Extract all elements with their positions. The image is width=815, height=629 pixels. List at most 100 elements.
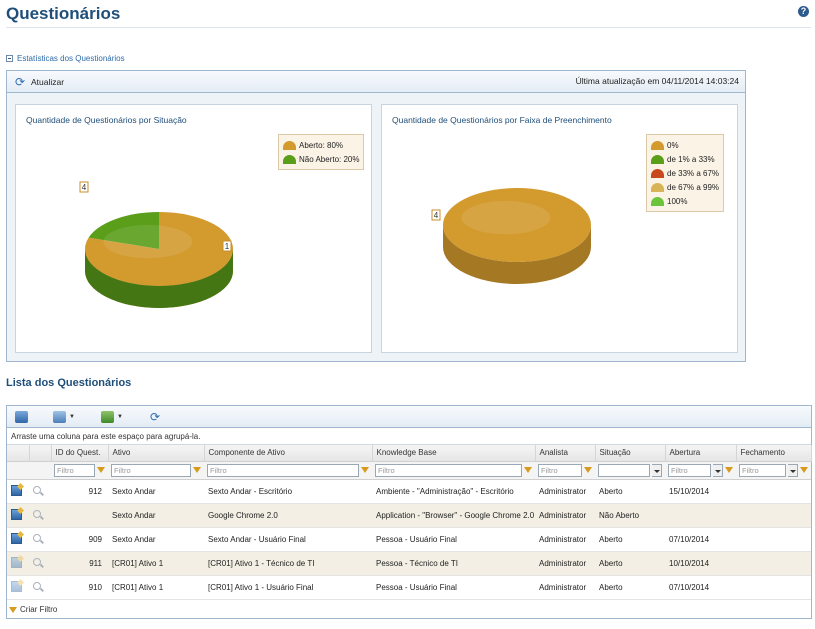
edit-icon[interactable]	[11, 484, 22, 496]
chevron-down-icon[interactable]	[788, 463, 798, 477]
legend-swatch	[651, 168, 664, 178]
cell-ativo: [CR01] Ativo 1	[108, 575, 204, 600]
pie-side	[443, 225, 591, 284]
refresh-button[interactable]: ⟳ Atualizar	[15, 76, 64, 88]
cell-id: 912	[51, 479, 108, 504]
filter-icon[interactable]	[193, 467, 201, 473]
table-row[interactable]: 910 [CR01] Ativo 1 [CR01] Ativo 1 - Usuári…	[7, 575, 811, 600]
filter-kb-input[interactable]: Filtro	[375, 463, 522, 477]
col-ativo[interactable]: Ativo	[108, 445, 205, 462]
cell-abertura	[665, 503, 736, 528]
table-row[interactable]: 912 Sexto Andar Sexto Andar - Escritório Am…	[7, 479, 811, 504]
cell-fechamento	[736, 551, 811, 576]
svg-text:4: 4	[82, 183, 87, 192]
pie-chart-faixa: 4	[431, 188, 591, 284]
filter-ativo-input[interactable]: Filtro	[111, 463, 191, 477]
grid-toolbar: ▼ ▼ ⟳	[7, 406, 811, 428]
chart-title: Quantidade de Questionários por Faixa de…	[392, 115, 612, 125]
col-kb[interactable]: Knowledge Base	[372, 445, 536, 462]
pie-highlight	[103, 224, 193, 259]
chevron-down-icon[interactable]	[652, 463, 662, 477]
cell-fechamento	[736, 575, 811, 600]
collapse-icon[interactable]	[6, 55, 13, 62]
columns-icon	[53, 411, 66, 423]
filter-icon[interactable]	[97, 467, 105, 473]
cell-kb: Application - "Browser" - Google Chrome …	[372, 503, 535, 528]
pie-slice	[443, 188, 591, 262]
col-analista[interactable]: Analista	[535, 445, 596, 462]
col-edit	[7, 445, 30, 462]
magnifier-icon[interactable]	[33, 510, 41, 518]
cell-kb: Ambiente - "Administração" - Escritório	[372, 479, 535, 504]
cell-fechamento	[736, 479, 811, 504]
columns-button[interactable]: ▼	[53, 410, 75, 424]
last-update-text: Última atualização em 04/11/2014 14:03:2…	[575, 76, 739, 86]
legend-swatch	[651, 182, 664, 192]
filter-icon[interactable]	[800, 467, 808, 473]
chart-legend: 0% de 1% a 33% de 33% a 67% de 67% a 99% 100…	[646, 134, 725, 212]
cell-analista: Administrator	[535, 551, 595, 576]
page-title: Questionários	[6, 4, 121, 23]
filter-fechamento-input[interactable]: Filtro	[739, 463, 786, 477]
filter-id-input[interactable]: Filtro	[54, 463, 95, 477]
edit-icon[interactable]	[11, 532, 22, 544]
cell-ativo: Sexto Andar	[108, 503, 204, 528]
chart-situacao: Quantidade de Questionários por Situação…	[15, 104, 372, 353]
legend-label: Aberto: 80%	[299, 140, 344, 150]
edit-icon[interactable]	[11, 508, 22, 520]
grid-table: ID do Quest. Ativo Componente de Ativo K…	[7, 445, 812, 600]
chart-legend: Aberto: 80% Não Aberto: 20%	[278, 134, 365, 170]
cell-abertura: 10/10/2014	[665, 551, 736, 576]
table-row[interactable]: Sexto Andar Google Chrome 2.0 Application …	[7, 503, 811, 528]
cell-situacao: Aberto	[595, 527, 665, 552]
cell-analista: Administrator	[535, 479, 595, 504]
filter-abertura-input[interactable]: Filtro	[668, 463, 711, 477]
export-button[interactable]: ▼	[101, 410, 123, 424]
table-row[interactable]: 911 [CR01] Ativo 1 [CR01] Ativo 1 - Técnic…	[7, 551, 811, 576]
filter-icon[interactable]	[361, 467, 369, 473]
col-id[interactable]: ID do Quest.	[51, 445, 109, 462]
filter-componente-input[interactable]: Filtro	[207, 463, 359, 477]
stats-toolbar: ⟳ Atualizar Última atualização em 04/11/…	[7, 71, 745, 93]
legend-swatch	[283, 140, 296, 150]
chevron-down-icon[interactable]	[713, 463, 723, 477]
legend-label: de 67% a 99%	[667, 182, 720, 192]
group-drop-area[interactable]: Arraste uma coluna para este espaço para…	[7, 428, 811, 445]
create-filter-button[interactable]: Criar Filtro	[9, 605, 57, 614]
cell-componente: Sexto Andar - Escritório	[204, 479, 372, 504]
hierarchy-button[interactable]	[15, 410, 28, 424]
cell-abertura: 07/10/2014	[665, 527, 736, 552]
legend-item: 100%	[651, 194, 719, 208]
col-fechamento[interactable]: Fechamento	[736, 445, 812, 462]
data-label: 1	[222, 240, 232, 252]
edit-icon[interactable]	[11, 580, 22, 592]
filter-icon[interactable]	[524, 467, 532, 473]
stats-toggle[interactable]: Estatísticas dos Questionários	[6, 54, 125, 63]
magnifier-icon[interactable]	[33, 582, 41, 590]
data-label: 4	[79, 181, 89, 193]
data-label: 4	[431, 209, 441, 221]
magnifier-icon[interactable]	[33, 534, 41, 542]
grid-refresh-button[interactable]: ⟳	[150, 410, 162, 424]
legend-swatch	[651, 154, 664, 164]
chevron-down-icon: ▼	[117, 414, 123, 420]
filter-analista-input[interactable]: Filtro	[538, 463, 582, 477]
pie-slice	[88, 212, 159, 249]
filter-icon[interactable]	[584, 467, 592, 473]
magnifier-icon[interactable]	[33, 558, 41, 566]
table-row[interactable]: 909 Sexto Andar Sexto Andar - Usuário Fina…	[7, 527, 811, 552]
col-situacao[interactable]: Situação	[595, 445, 666, 462]
filter-situacao-select[interactable]	[598, 463, 650, 477]
cell-situacao: Aberto	[595, 551, 665, 576]
list-title: Lista dos Questionários	[6, 377, 132, 389]
filter-icon[interactable]	[725, 467, 733, 473]
col-abertura[interactable]: Abertura	[665, 445, 737, 462]
chart-title: Quantidade de Questionários por Situação	[26, 115, 187, 125]
legend-item: de 1% a 33%	[651, 152, 719, 166]
col-componente[interactable]: Componente de Ativo	[204, 445, 373, 462]
help-icon[interactable]: ?	[798, 6, 809, 17]
magnifier-icon[interactable]	[33, 486, 41, 494]
edit-icon[interactable]	[11, 556, 22, 568]
pie-chart-situacao: 41	[79, 181, 233, 308]
stats-toggle-label[interactable]: Estatísticas dos Questionários	[17, 54, 125, 63]
